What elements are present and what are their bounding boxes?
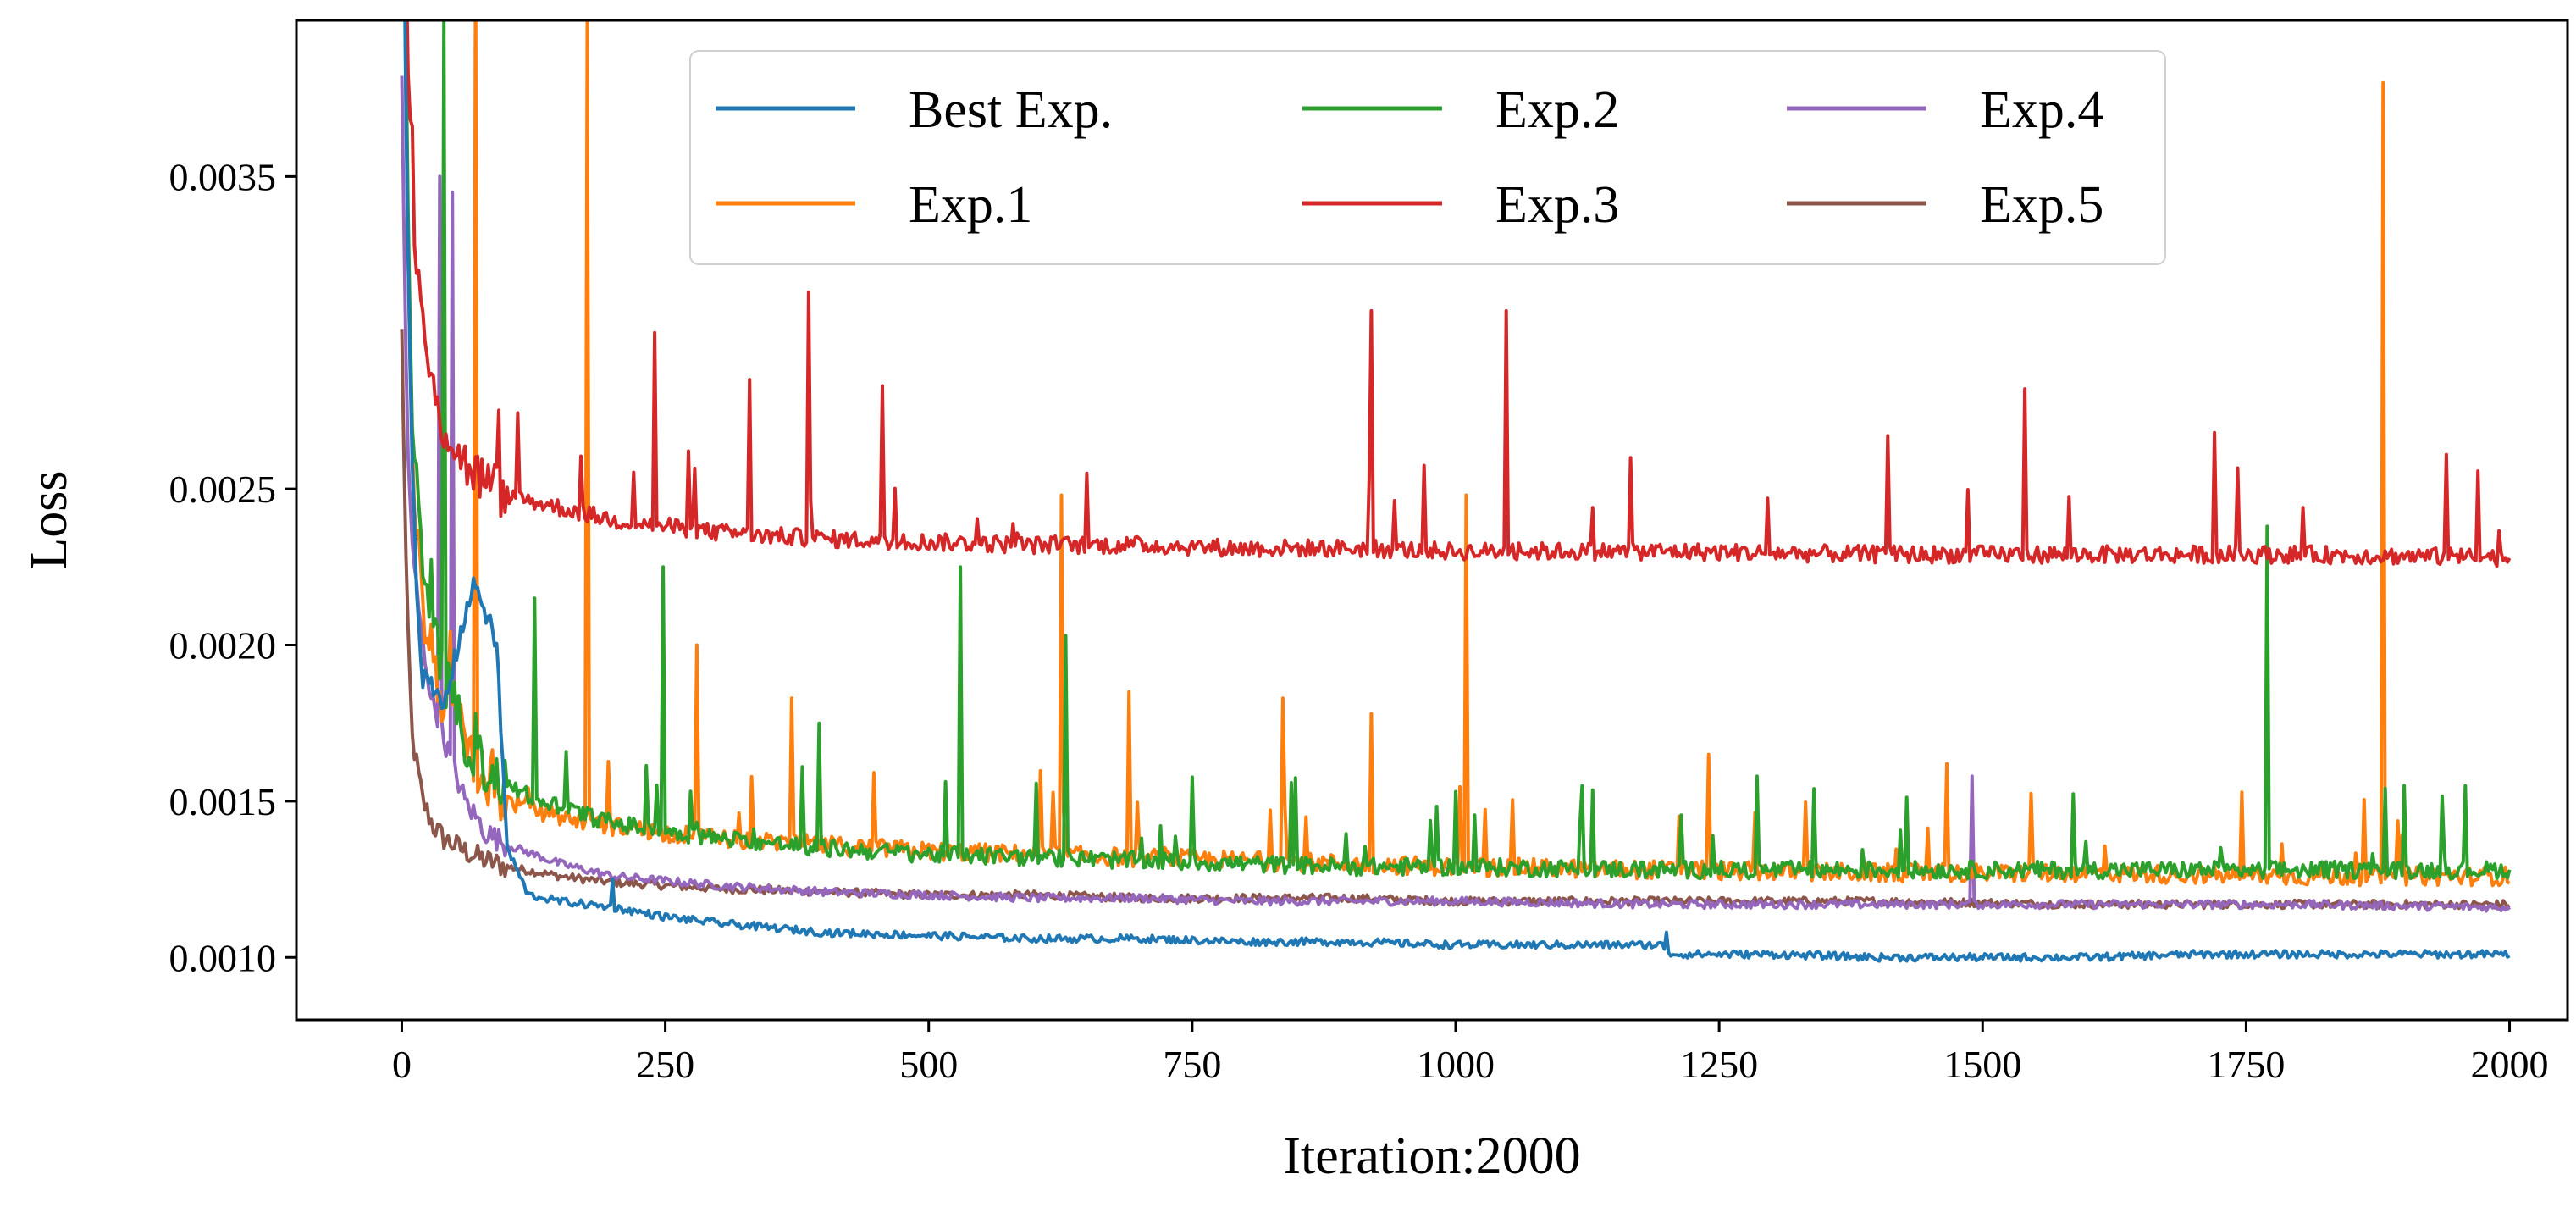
legend-label: Exp.4 bbox=[1980, 81, 2103, 139]
series-line-exp-4 bbox=[400, 75, 2512, 913]
y-tick-label: 0.0010 bbox=[169, 936, 277, 979]
plot-frame bbox=[295, 19, 2569, 1022]
series-line-exp-3 bbox=[405, 20, 2512, 568]
x-tick-label: 750 bbox=[1163, 1043, 1221, 1086]
legend-label: Exp.2 bbox=[1495, 81, 1619, 139]
x-tick-label: 1500 bbox=[1943, 1043, 2021, 1086]
x-tick-label: 500 bbox=[899, 1043, 958, 1086]
series-line-best-exp bbox=[403, 20, 2511, 963]
legend-box bbox=[689, 50, 2166, 265]
y-tick-label: 0.0020 bbox=[169, 624, 277, 667]
x-tick-label: 1750 bbox=[2207, 1043, 2285, 1086]
x-axis: 0 250 500 750 1000 1250 1500 1750 2000 bbox=[392, 1020, 2549, 1086]
x-tick-label: 0 bbox=[392, 1043, 412, 1086]
x-axis-title: Iteration:2000 bbox=[1283, 1127, 1580, 1185]
series-layer bbox=[400, 20, 2512, 963]
y-axis-title: Loss bbox=[20, 470, 78, 569]
x-tick-label: 1250 bbox=[1680, 1043, 1758, 1086]
x-tick-label: 1000 bbox=[1417, 1043, 1495, 1086]
x-tick-label: 250 bbox=[636, 1043, 694, 1086]
x-tick-label: 2000 bbox=[2471, 1043, 2549, 1086]
y-tick-label: 0.0025 bbox=[169, 468, 277, 511]
y-axis: 0.0010 0.0015 0.0020 0.0025 0.0035 bbox=[169, 155, 296, 979]
y-tick-label: 0.0015 bbox=[169, 780, 277, 823]
legend: Best Exp. Exp.1 Exp.2 Exp.3 Exp.4 Exp.5 bbox=[689, 50, 2166, 265]
series-line-exp-2 bbox=[404, 20, 2512, 881]
legend-label: Exp.3 bbox=[1495, 176, 1619, 234]
y-tick-label: 0.0035 bbox=[169, 155, 277, 198]
legend-label: Exp.1 bbox=[909, 176, 1032, 234]
legend-label: Best Exp. bbox=[909, 81, 1113, 139]
legend-label: Exp.5 bbox=[1980, 176, 2103, 234]
